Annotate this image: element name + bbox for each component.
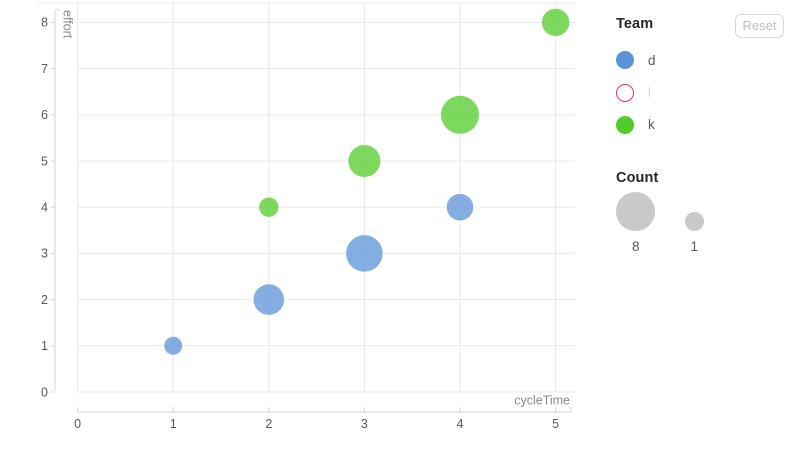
legend-item-k[interactable]: k: [616, 109, 656, 141]
bubble-d-x1-y1[interactable]: [164, 336, 183, 355]
y-tick-label-1: 1: [41, 339, 48, 353]
team-legend-title: Team: [616, 16, 654, 32]
y-tick-label-7: 7: [41, 62, 48, 76]
y-tick-label-2: 2: [41, 293, 48, 307]
legend-item-label: l: [648, 85, 651, 101]
bubble-k-x2-y4[interactable]: [259, 197, 279, 217]
bubble-d-x4-y4[interactable]: [446, 193, 474, 221]
y-tick-label-6: 6: [41, 108, 48, 122]
bubble-k-x4-y6[interactable]: [441, 95, 479, 134]
bubble-d-x2-y2[interactable]: [253, 284, 285, 315]
legend-item-label: k: [648, 117, 655, 133]
y-tick-label-4: 4: [41, 201, 48, 215]
legend-item-l[interactable]: l: [616, 76, 656, 108]
legend-dot-icon-l[interactable]: [616, 83, 634, 102]
y-tick-label-5: 5: [41, 154, 48, 168]
bubble-chart: 0 1 2 3 4 5 6 7 8 0 1 2 3 4 5 cycleTime effort: [36, 2, 575, 431]
count-legend-title: Count: [616, 170, 659, 186]
count-legend-label-8: 8: [631, 239, 640, 254]
x-axis-title: cycleTime: [514, 394, 570, 408]
y-tick-label-3: 3: [41, 247, 48, 261]
x-tick-label-5: 5: [552, 417, 559, 431]
legend-item-d[interactable]: d: [616, 44, 656, 76]
x-tick-label-3: 3: [361, 417, 368, 431]
legend-dot-icon-d[interactable]: [616, 51, 634, 70]
legend-item-label: d: [648, 52, 656, 68]
bubble-k-x5-y8[interactable]: [541, 8, 570, 37]
x-tick-label-4: 4: [457, 417, 464, 431]
count-legend-label-1: 1: [690, 239, 699, 254]
x-tick-label-0: 0: [74, 417, 81, 431]
legend-dot-icon-k[interactable]: [616, 115, 634, 134]
bubble-k-x3-y5[interactable]: [348, 145, 381, 177]
y-axis-title: effort: [61, 10, 75, 39]
x-tick-label-2: 2: [265, 417, 272, 431]
y-tick-label-0: 0: [41, 385, 48, 399]
count-legend-bubble-8: [616, 192, 655, 231]
reset-button[interactable]: Reset: [735, 14, 784, 38]
bubble-d-x3-y3[interactable]: [346, 235, 383, 272]
x-tick-label-1: 1: [170, 417, 177, 431]
y-tick-label-8: 8: [41, 16, 48, 30]
count-legend-bubble-1: [684, 211, 704, 231]
